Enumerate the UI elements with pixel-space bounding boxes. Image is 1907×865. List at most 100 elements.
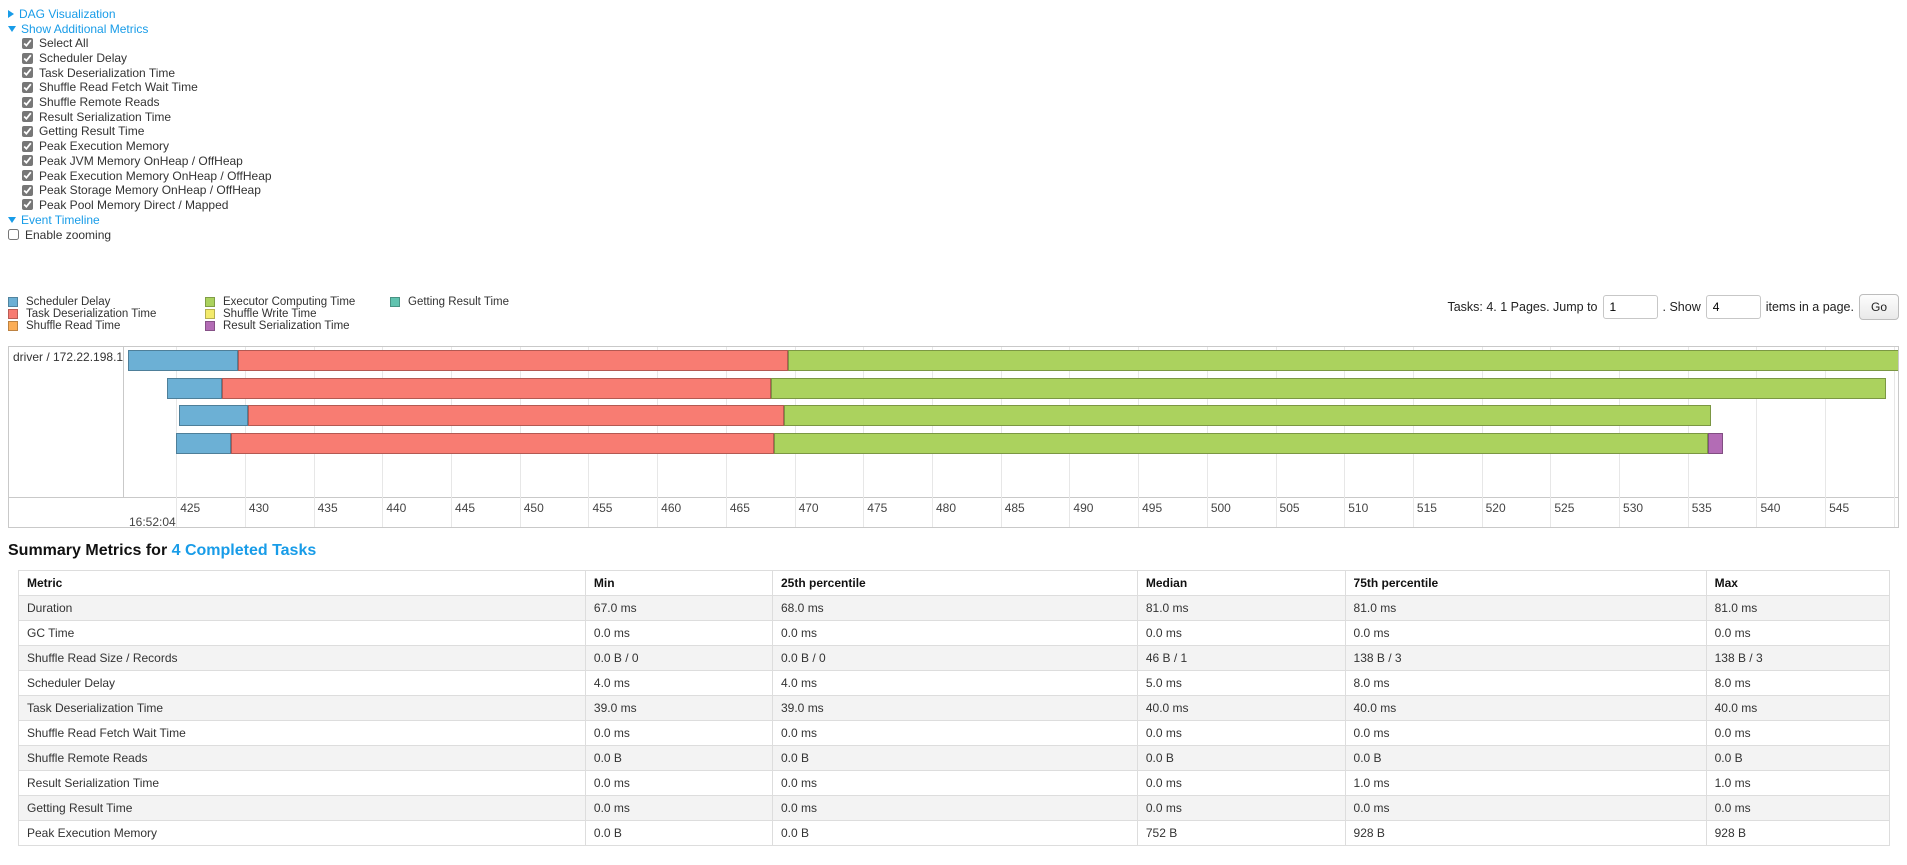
table-row: Task Deserialization Time 39.0 ms 39.0 ms 4… <box>18 695 1891 722</box>
metric-checkbox[interactable] <box>22 81 33 93</box>
metric-value-cell: 752 B <box>1136 820 1346 847</box>
metric-checkbox-item[interactable]: Peak JVM Memory OnHeap / OffHeap <box>22 154 1907 169</box>
metric-checkbox-item[interactable]: Peak Execution Memory <box>22 139 1907 154</box>
result-serialization-time-swatch <box>205 321 215 332</box>
task-segment-task-deserialization-time[interactable] <box>231 433 774 455</box>
metric-value-cell: 81.0 ms <box>1344 595 1707 622</box>
metric-checkbox-item[interactable]: Shuffle Read Fetch Wait Time <box>22 80 1907 95</box>
summary-title-text: Summary Metrics for <box>8 542 172 560</box>
metric-checkbox[interactable] <box>22 111 33 123</box>
enable-zooming-checkbox[interactable] <box>8 229 19 241</box>
metric-name-cell: Duration <box>18 595 586 622</box>
metric-checkbox-item[interactable]: Select All <box>22 36 1907 51</box>
timeline-plot: 16:52:04 425 430 435 440 445 450 455 460 465 470 4… <box>124 347 1898 528</box>
metric-value-cell: 0.0 ms <box>584 620 774 647</box>
jump-to-page-input[interactable] <box>1602 295 1658 320</box>
timeline-axis: 16:52:04 425 430 435 440 445 450 455 460 465 470 4… <box>124 498 1898 527</box>
legend-item: Task Deserialization Time <box>8 308 205 320</box>
pagination-show-text: . Show <box>1662 300 1701 315</box>
getting-result-time-swatch <box>390 297 400 308</box>
task-segment-executor-computing-time[interactable] <box>771 378 1886 400</box>
legend-label: Shuffle Read Time <box>26 320 121 333</box>
metric-value-cell: 0.0 ms <box>584 720 774 747</box>
metric-checkbox-item[interactable]: Getting Result Time <box>22 124 1907 139</box>
task-segment-executor-computing-time[interactable] <box>783 405 1712 427</box>
legend-label: Result Serialization Time <box>223 320 350 333</box>
metric-value-cell: 39.0 ms <box>584 695 774 722</box>
metric-checkbox[interactable] <box>22 37 33 49</box>
metric-value-cell: 0.0 B / 0 <box>772 645 1138 672</box>
event-timeline-toggle[interactable]: Event Timeline <box>8 212 1907 227</box>
timeline-legend: Scheduler Delay Task Deserialization Time… <box>8 294 1899 332</box>
enable-zooming-label: Enable zooming <box>25 227 112 242</box>
task-segment-task-deserialization-time[interactable] <box>238 350 788 372</box>
completed-tasks-link[interactable]: 4 Completed Tasks <box>171 542 317 560</box>
metric-value-cell: 0.0 ms <box>1705 620 1891 647</box>
go-button[interactable]: Go <box>1858 294 1899 321</box>
metric-value-cell: 8.0 ms <box>1344 670 1707 697</box>
task-segment-scheduler-delay[interactable] <box>178 405 248 427</box>
metric-checkbox[interactable] <box>22 170 33 182</box>
metric-checkbox-item[interactable]: Peak Execution Memory OnHeap / OffHeap <box>22 168 1907 183</box>
pagination-tasks-text: Tasks: 4. 1 Pages. Jump to <box>1447 300 1598 315</box>
metric-value-cell: 0.0 ms <box>772 620 1138 647</box>
metric-checkbox-item[interactable]: Peak Storage Memory OnHeap / OffHeap <box>22 183 1907 198</box>
metric-value-cell: 0.0 ms <box>1136 795 1346 822</box>
axis-tick-label: 430 <box>248 501 269 516</box>
axis-tick-label: 455 <box>592 501 613 516</box>
axis-tick-label: 485 <box>1004 501 1025 516</box>
task-segment-scheduler-delay[interactable] <box>166 378 222 400</box>
metric-checkbox[interactable] <box>22 140 33 152</box>
metric-checkbox-label: Select All <box>39 36 89 51</box>
task-segment-result-serialization-time[interactable] <box>1708 433 1724 455</box>
task-segment-task-deserialization-time[interactable] <box>221 378 772 400</box>
metric-checkbox[interactable] <box>22 52 33 64</box>
metric-checkbox-item[interactable]: Task Deserialization Time <box>22 65 1907 80</box>
stage-controls: DAG Visualization Show Additional Metric… <box>8 6 1907 242</box>
task-segment-scheduler-delay[interactable] <box>128 350 239 372</box>
metric-checkbox[interactable] <box>22 199 33 211</box>
task-row <box>124 350 1898 372</box>
additional-metrics-toggle[interactable]: Show Additional Metrics <box>8 21 1907 36</box>
legend-label: Scheduler Delay <box>26 296 111 309</box>
task-segment-task-deserialization-time[interactable] <box>247 405 784 427</box>
task-segment-executor-computing-time[interactable] <box>773 433 1709 455</box>
pagination-items-text: items in a page. <box>1765 300 1854 315</box>
metric-name-cell: Shuffle Read Size / Records <box>18 645 586 672</box>
legend-label: Shuffle Write Time <box>223 308 317 321</box>
metric-checkbox-item[interactable]: Shuffle Remote Reads <box>22 95 1907 110</box>
metric-value-cell: 0.0 ms <box>1344 620 1707 647</box>
metric-checkbox[interactable] <box>22 184 33 196</box>
shuffle-read-time-swatch <box>8 321 18 332</box>
metric-value-cell: 0.0 B / 0 <box>584 645 774 672</box>
metric-checkbox[interactable] <box>22 155 33 167</box>
column-header: 25th percentile <box>772 570 1138 597</box>
metric-checkbox-item[interactable]: Scheduler Delay <box>22 51 1907 66</box>
metric-checkbox[interactable] <box>22 125 33 137</box>
metric-value-cell: 0.0 B <box>584 745 774 772</box>
metric-value-cell: 40.0 ms <box>1344 695 1707 722</box>
items-per-page-input[interactable] <box>1705 295 1761 320</box>
table-row: Scheduler Delay 4.0 ms 4.0 ms 5.0 ms 8.0 ms 8… <box>18 670 1891 697</box>
axis-tick-label: 515 <box>1416 501 1437 516</box>
axis-tick-label: 490 <box>1073 501 1094 516</box>
timeline-bars <box>124 347 1898 497</box>
additional-metrics-list: Select All Scheduler Delay Task Deserializ… <box>8 36 1907 212</box>
scheduler-delay-swatch <box>8 297 18 308</box>
task-segment-scheduler-delay[interactable] <box>176 433 232 455</box>
metric-checkbox[interactable] <box>22 67 33 79</box>
table-row: Result Serialization Time 0.0 ms 0.0 ms 0.0… <box>18 770 1891 797</box>
dag-visualization-toggle[interactable]: DAG Visualization <box>8 6 1907 21</box>
table-row: Getting Result Time 0.0 ms 0.0 ms 0.0 ms 0.0… <box>18 795 1891 822</box>
metric-value-cell: 0.0 ms <box>1344 720 1707 747</box>
metric-checkbox-item[interactable]: Result Serialization Time <box>22 109 1907 124</box>
executor-computing-time-swatch <box>205 297 215 308</box>
task-segment-executor-computing-time[interactable] <box>787 350 1898 372</box>
metric-checkbox-item[interactable]: Peak Pool Memory Direct / Mapped <box>22 198 1907 213</box>
metric-checkbox[interactable] <box>22 96 33 108</box>
event-timeline-chart: driver / 172.22.198.104 16:52:04 425 430 4… <box>8 346 1899 529</box>
axis-tick-label: 460 <box>661 501 682 516</box>
table-row: Duration 67.0 ms 68.0 ms 81.0 ms 81.0 ms 81.0… <box>18 595 1891 622</box>
task-row <box>124 378 1898 400</box>
